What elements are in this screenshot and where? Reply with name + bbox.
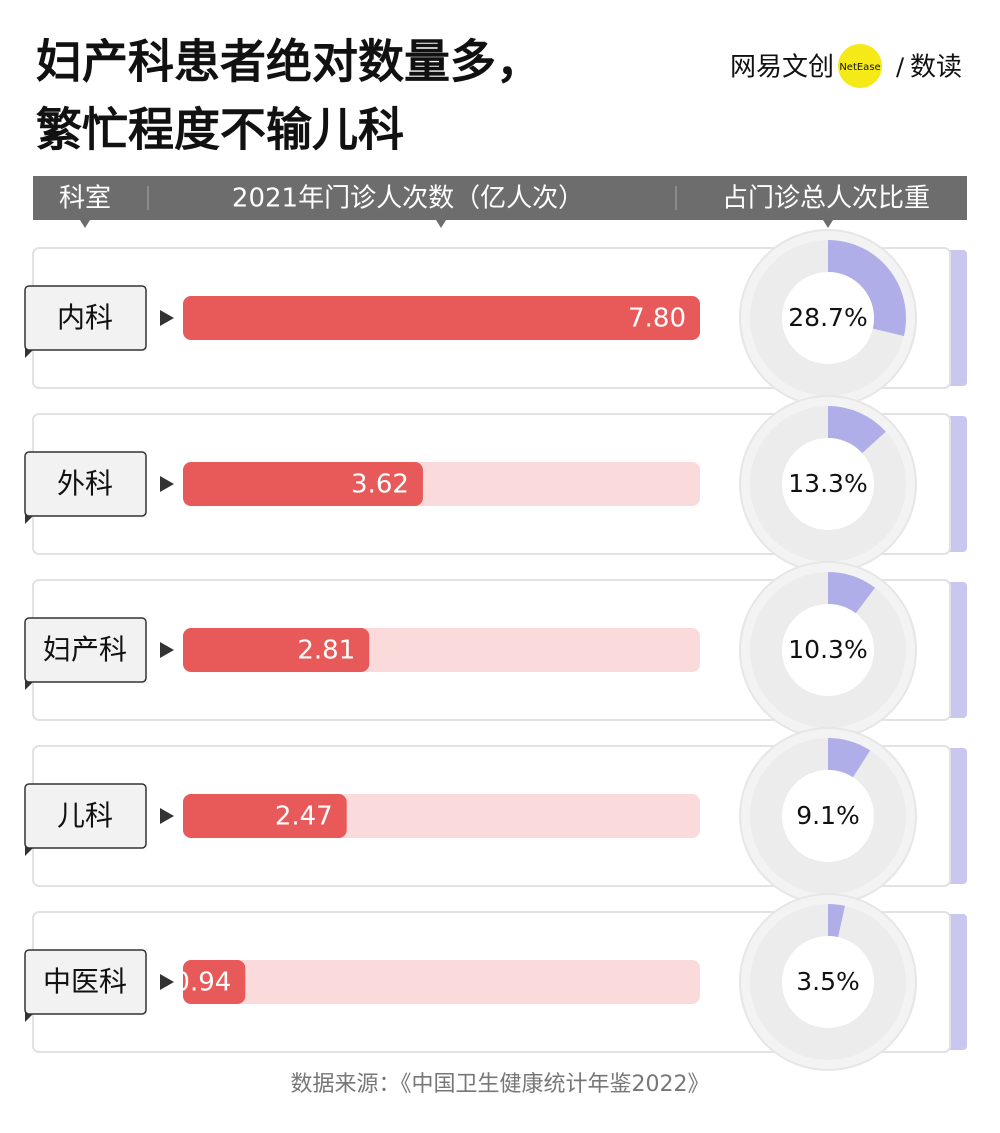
header-pointer [80,220,90,228]
donut-hole [782,272,874,364]
label-box [24,617,147,683]
share-label: 13.3% [788,469,867,498]
donut-hole [782,438,874,530]
bar [183,628,370,672]
share-label: 28.7% [788,303,867,332]
value-label: 2.81 [297,636,355,666]
share-label: 10.3% [788,635,867,664]
donut-slice [828,572,876,614]
category-label: 内科 [57,301,113,334]
label-box [24,451,147,517]
pointer [160,476,174,492]
header-bar [33,176,967,220]
header-pointer [436,220,446,228]
header-label: 占门诊总人次比重 [722,184,930,214]
value-label: 7.80 [628,304,686,334]
value-label: 0.94 [173,968,231,998]
category-label: 儿科 [57,799,113,832]
pointer [160,642,174,658]
rows: 内科 7.80 28.7% 外科 3.62 13.3% 妇产科 2.81 10.3% 儿科 2.47… [24,229,967,1071]
label-box [24,783,147,849]
brand-dot [838,44,882,88]
value-label: 2.47 [275,802,333,832]
donut-slice [828,904,846,938]
title-line: 繁忙程度不输儿科 [36,103,404,157]
label-box [24,949,147,1015]
category-label: 妇产科 [43,633,127,666]
source: 数据来源：《中国卫生健康统计年鉴2022》 [291,1072,710,1097]
brand-name: 网易文创 [730,53,834,83]
donut-slice [828,240,907,336]
title-line: 妇产科患者绝对数量多， [36,35,542,89]
pointer [160,310,174,326]
category-label: 外科 [57,467,113,500]
donut-slice [828,738,871,778]
donut-hole [782,604,874,696]
bar [183,794,347,838]
bar [183,296,700,340]
category-label: 中医科 [43,965,127,998]
donut-hole [782,936,874,1028]
bar [183,462,423,506]
share-label: 3.5% [796,967,860,996]
share-label: 9.1% [796,801,860,830]
bar-track [183,960,700,1004]
donut-hole [782,770,874,862]
donut-slice [828,406,886,454]
pointer [160,808,174,824]
header-pointer [823,220,833,228]
brand-badge: NetEase [839,62,880,73]
header-label: 科室 [59,184,111,214]
label-box [24,285,147,351]
brand-column: 数读 [910,53,962,83]
pointer [160,974,174,990]
bar [183,960,246,1004]
value-label: 3.62 [351,470,409,500]
brand-divider: / [896,53,905,81]
header-label: 2021年门诊人次数（亿人次） [232,184,584,214]
